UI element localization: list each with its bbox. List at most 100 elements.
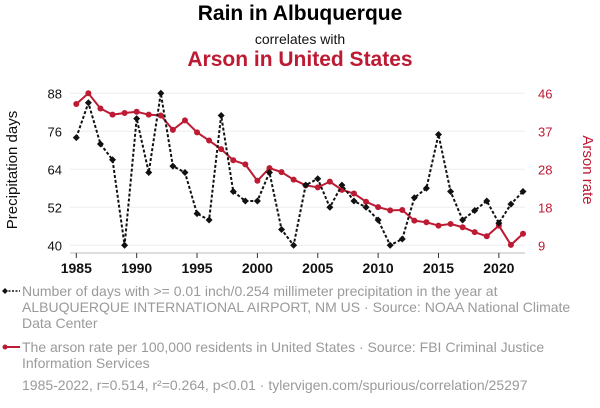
left-tick-label: 64: [48, 162, 62, 177]
right-tick-label: 18: [538, 200, 552, 215]
x-tick-label: 2005: [302, 260, 333, 276]
chart-footer: 1985-2022, r=0.514, r²=0.264, p<0.01 · t…: [22, 377, 528, 393]
precipitation-point: [410, 194, 418, 202]
arson-point: [459, 224, 466, 231]
precipitation-point: [495, 219, 503, 227]
solid-dot-line-icon: [2, 344, 20, 350]
x-tick-label: 2020: [483, 260, 514, 276]
arson-point: [411, 217, 418, 224]
precipitation-point: [350, 197, 358, 205]
x-tick-label: 1985: [61, 260, 92, 276]
precipitation-point: [338, 181, 346, 189]
precipitation-point: [278, 225, 286, 233]
left-tick-label: 88: [48, 86, 62, 101]
arson-point: [520, 230, 526, 237]
precipitation-point: [121, 241, 129, 249]
x-axis: 1985 1990 1995 2000 2005 2010 2015 2020: [61, 252, 525, 276]
arson-point: [157, 112, 164, 119]
arson-point: [423, 219, 430, 226]
precipitation-point: [109, 156, 117, 164]
x-tick-label: 2000: [242, 260, 273, 276]
x-tick-label: 1990: [121, 260, 152, 276]
precipitation-point: [133, 115, 141, 123]
arson-point: [121, 110, 128, 117]
precipitation-point: [157, 89, 165, 97]
right-tick-label: 46: [538, 86, 552, 101]
precipitation-point: [217, 111, 225, 119]
x-tick-label: 2015: [423, 260, 454, 276]
precipitation-point: [326, 203, 334, 211]
gridlines: [70, 92, 525, 246]
precipitation-point: [205, 216, 213, 224]
precipitation-point: [386, 241, 394, 249]
precipitation-point: [241, 197, 249, 205]
arson-point: [145, 111, 152, 118]
arson-point: [254, 177, 261, 184]
arson-point: [85, 90, 92, 97]
precipitation-point: [253, 197, 261, 205]
arson-point: [278, 169, 285, 176]
precipitation-point: [314, 175, 322, 183]
precipitation-point: [193, 210, 201, 218]
arson-point: [399, 206, 406, 213]
left-tick-label: 52: [48, 200, 62, 215]
arson-point: [109, 111, 116, 118]
legend-item-precipitation: Number of days with >= 0.01 inch/0.254 m…: [2, 283, 582, 331]
precipitation-point: [507, 200, 515, 208]
precipitation-point: [290, 241, 298, 249]
arson-point: [230, 157, 237, 164]
arson-point: [242, 161, 249, 168]
precipitation-point: [302, 181, 310, 189]
left-tick-label: 40: [48, 238, 62, 253]
arson-point: [471, 229, 478, 236]
arson-point: [483, 233, 490, 240]
precipitation-point: [447, 187, 455, 195]
left-tick-label: 76: [48, 124, 62, 139]
precipitation-point: [96, 140, 104, 148]
arson-point: [206, 137, 213, 144]
arson-point: [447, 220, 454, 227]
arson-point: [266, 165, 273, 172]
precipitation-point: [374, 216, 382, 224]
x-tick-label: 2010: [363, 260, 394, 276]
right-axis-ticks: 9 18 28 37 46: [538, 86, 552, 253]
series-precipitation-days: [72, 89, 527, 249]
precipitation-point: [145, 168, 153, 176]
right-tick-label: 9: [538, 238, 545, 253]
arson-point: [435, 222, 442, 229]
arson-point: [97, 105, 104, 112]
precipitation-point: [459, 216, 467, 224]
y-axis-label-left: Precipitation days: [4, 111, 21, 229]
legend-text-arson: The arson rate per 100,000 residents in …: [22, 339, 545, 371]
precipitation-point: [434, 130, 442, 138]
chart-title-secondary: Arson in United States: [187, 48, 413, 71]
precipitation-point: [398, 235, 406, 243]
chart-subtitle: correlates with: [254, 31, 346, 47]
arson-point: [73, 100, 80, 107]
arson-point: [314, 184, 321, 191]
dashed-diamond-line-icon: [2, 288, 20, 294]
precipitation-point: [84, 99, 92, 107]
arson-point: [169, 126, 176, 133]
arson-point: [350, 190, 357, 197]
right-tick-label: 37: [538, 124, 552, 139]
arson-point: [290, 176, 297, 183]
precipitation-point: [519, 187, 527, 195]
precipitation-point: [265, 168, 273, 176]
x-tick-label: 1995: [181, 260, 212, 276]
precipitation-point: [471, 206, 479, 214]
arson-point: [387, 207, 394, 214]
arson-point: [194, 129, 201, 136]
precipitation-point: [72, 134, 80, 142]
chart-svg: 40 52 64 76 88 9 18 28 37 46 1985 1990 1995 2000 200…: [4, 86, 596, 276]
precipitation-point: [229, 187, 237, 195]
arson-point: [133, 108, 140, 115]
right-tick-label: 28: [538, 162, 552, 177]
arson-point: [363, 198, 370, 205]
arson-point: [375, 204, 382, 211]
chart-title: Rain in Albuquerque: [197, 2, 403, 25]
arson-point: [326, 178, 333, 185]
arson-point: [181, 117, 188, 124]
arson-point: [507, 241, 514, 248]
y-axis-label-right: Arson rate: [579, 135, 596, 204]
